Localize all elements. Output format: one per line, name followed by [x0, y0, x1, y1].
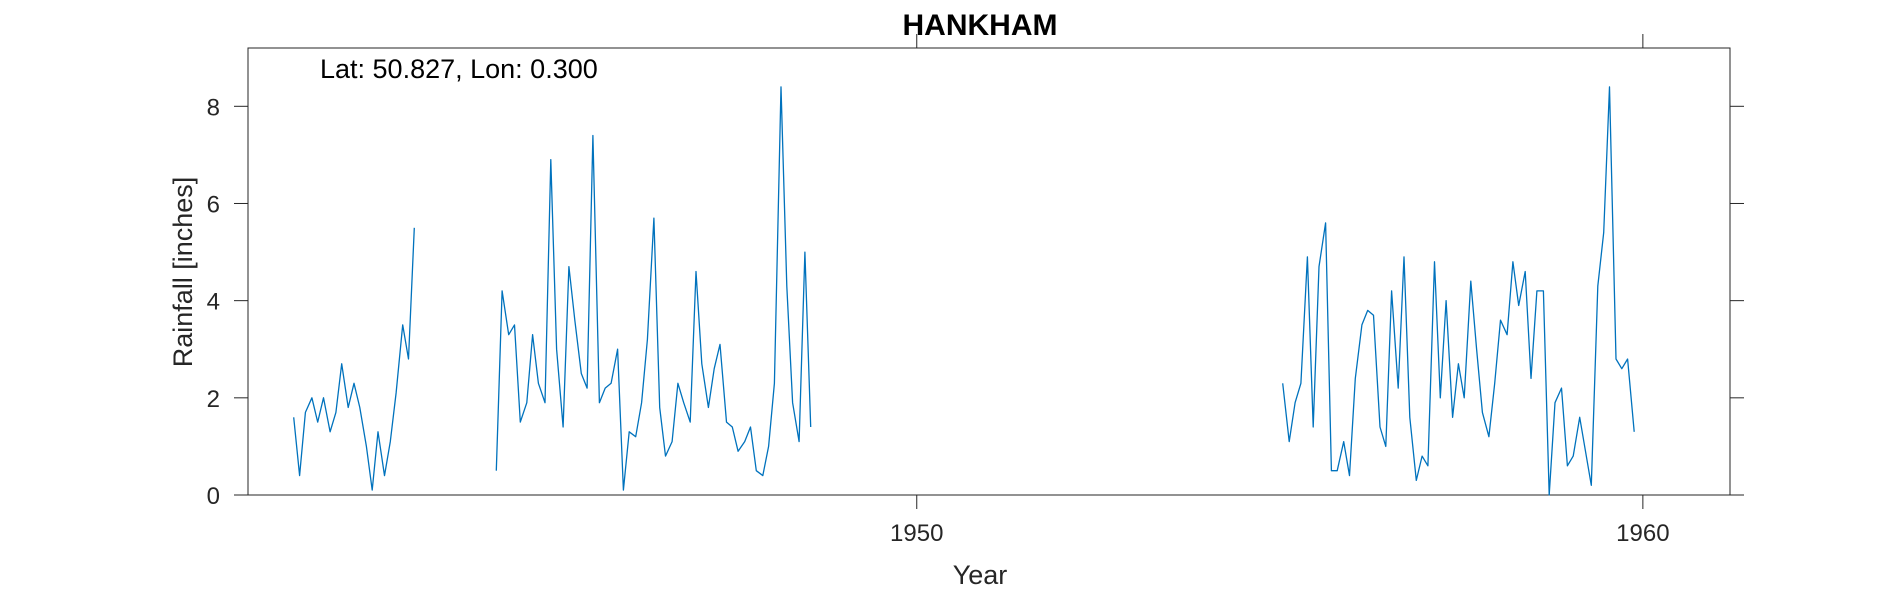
y-tick-label: 2 [207, 386, 220, 413]
series-line-segment-2 [1282, 86, 1635, 496]
x-axis-label: Year [953, 560, 1008, 590]
y-tick-label: 6 [207, 191, 220, 218]
tick-labels: 0 2 4 6 8 1950 1960 [207, 94, 1670, 547]
x-tick-label: 1960 [1616, 520, 1669, 547]
x-tick-label: 1950 [890, 520, 943, 547]
y-axis-label: Rainfall [inches] [168, 177, 198, 368]
y-tick-label: 4 [207, 289, 220, 316]
y-tick-label: 0 [207, 483, 220, 510]
data-series [293, 86, 1635, 496]
plot-area [247, 47, 1731, 496]
y-tick-label: 8 [207, 94, 220, 121]
axis-ticks [234, 34, 1744, 509]
location-annotation: Lat: 50.827, Lon: 0.300 [320, 54, 598, 84]
chart-title: HANKHAM [903, 9, 1058, 42]
series-line-segment-1 [495, 86, 812, 491]
series-line-segment-0 [293, 227, 415, 491]
